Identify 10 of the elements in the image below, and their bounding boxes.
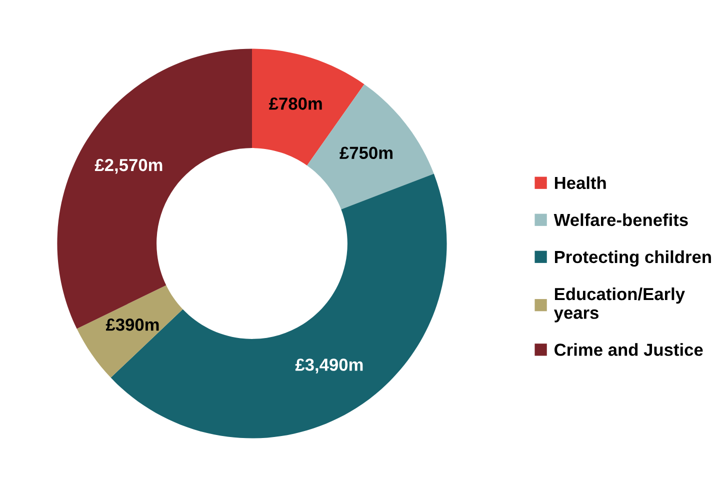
- legend-label: Protecting children: [554, 250, 711, 267]
- data-label: £780m: [269, 98, 322, 110]
- data-label: £3,490m: [295, 358, 363, 374]
- data-label: £750m: [340, 146, 392, 160]
- legend-label: Crime and Justice: [554, 343, 703, 356]
- data-label: £390m: [106, 318, 159, 331]
- legend-label: Welfare-benefits: [554, 213, 688, 226]
- data-label: £2,570m: [94, 158, 162, 174]
- legend-label: Education/Early years: [554, 287, 685, 322]
- legend-label: Health: [554, 176, 606, 190]
